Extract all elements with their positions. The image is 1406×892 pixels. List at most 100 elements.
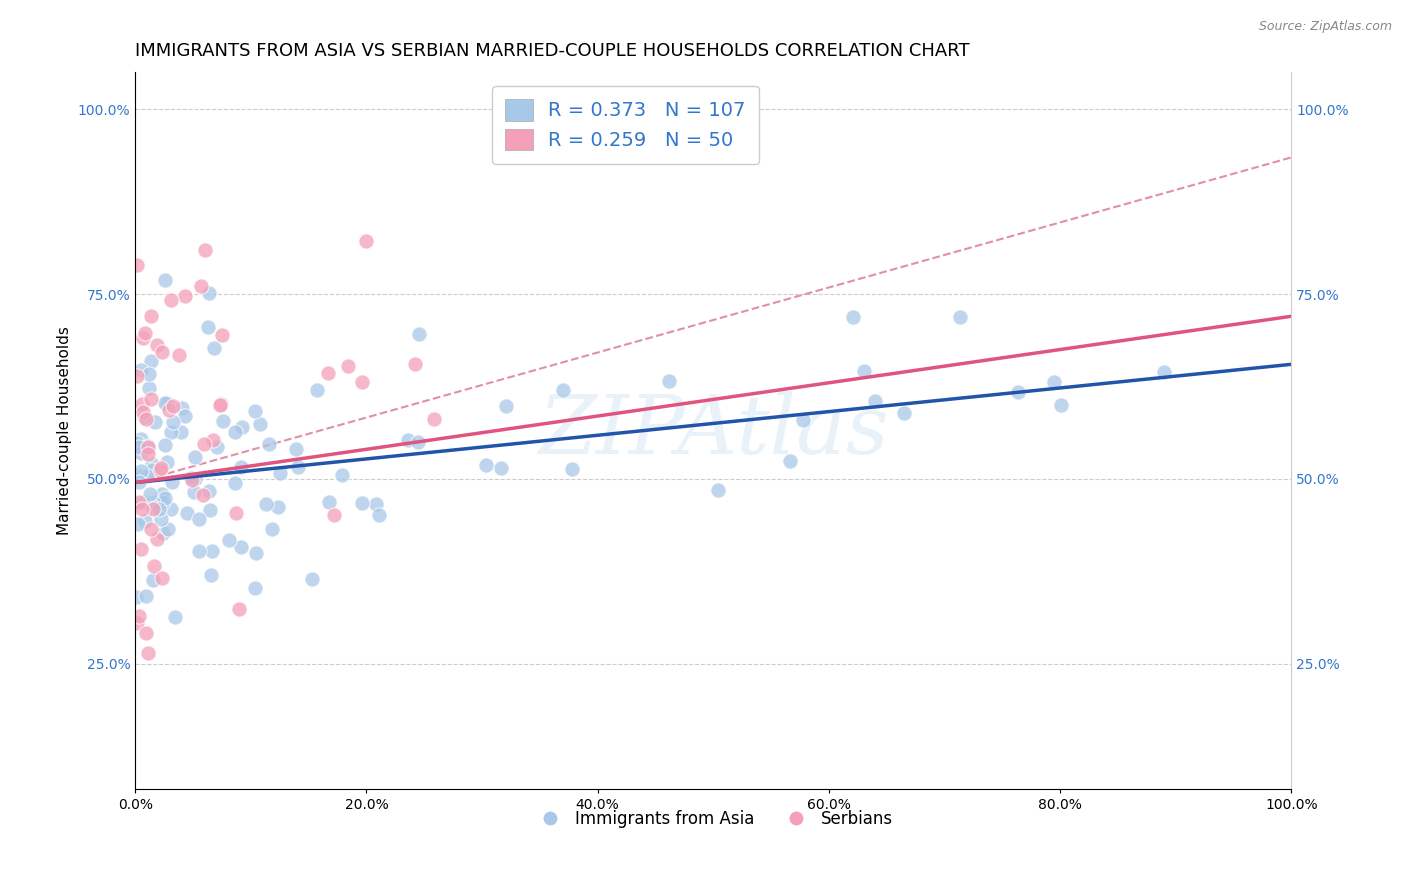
- Point: [396, 433, 419, 447]
- Point: [134, 514, 156, 528]
- Point: [893, 406, 915, 420]
- Point: [364, 497, 387, 511]
- Point: [143, 558, 166, 573]
- Point: [150, 460, 173, 475]
- Point: [135, 589, 157, 603]
- Point: [949, 310, 972, 325]
- Point: [423, 411, 446, 425]
- Point: [132, 405, 155, 419]
- Point: [245, 546, 267, 560]
- Point: [183, 450, 205, 464]
- Point: [156, 395, 179, 409]
- Point: [330, 468, 353, 483]
- Point: [156, 455, 179, 469]
- Point: [173, 289, 195, 303]
- Point: [318, 366, 340, 380]
- Point: [183, 485, 205, 500]
- Point: [194, 243, 217, 257]
- Point: [190, 279, 212, 293]
- Point: [181, 473, 204, 487]
- Point: [160, 293, 183, 307]
- Point: [318, 494, 340, 508]
- Point: [150, 344, 173, 359]
- Point: [160, 475, 183, 489]
- Point: [139, 392, 162, 406]
- Point: [167, 348, 190, 362]
- Point: [495, 399, 517, 413]
- Point: [553, 383, 575, 397]
- Point: [162, 416, 184, 430]
- Point: [150, 487, 173, 501]
- Point: [139, 522, 162, 536]
- Point: [404, 358, 426, 372]
- Point: [1153, 365, 1175, 379]
- Point: [489, 461, 512, 475]
- Point: [707, 483, 730, 497]
- Point: [249, 417, 271, 432]
- Point: [150, 571, 173, 585]
- Point: [201, 434, 224, 448]
- Point: [218, 533, 240, 547]
- Point: [211, 328, 233, 343]
- Point: [792, 413, 814, 427]
- Point: [132, 331, 155, 345]
- Point: [173, 409, 195, 424]
- Point: [146, 532, 169, 546]
- Point: [172, 401, 194, 415]
- Point: [129, 468, 152, 483]
- Text: Source: ZipAtlas.com: Source: ZipAtlas.com: [1258, 20, 1392, 33]
- Point: [209, 398, 232, 412]
- Point: [193, 437, 215, 451]
- Point: [141, 354, 163, 368]
- Point: [198, 484, 221, 499]
- Point: [170, 425, 193, 440]
- Point: [200, 567, 222, 582]
- Point: [148, 502, 170, 516]
- Point: [1007, 384, 1029, 399]
- Point: [188, 543, 211, 558]
- Point: [842, 310, 865, 325]
- Point: [180, 471, 202, 485]
- Point: [132, 410, 155, 425]
- Point: [131, 397, 153, 411]
- Point: [202, 342, 225, 356]
- Point: [1042, 375, 1064, 389]
- Point: [287, 460, 309, 475]
- Point: [197, 319, 219, 334]
- Point: [207, 440, 229, 454]
- Point: [146, 337, 169, 351]
- Point: [408, 327, 430, 342]
- Point: [229, 460, 252, 475]
- Point: [136, 439, 159, 453]
- Point: [127, 517, 149, 532]
- Point: [224, 425, 246, 440]
- Point: [853, 364, 876, 378]
- Point: [336, 359, 359, 374]
- Point: [406, 434, 429, 449]
- Point: [153, 396, 176, 410]
- Point: [141, 463, 163, 477]
- Point: [187, 511, 209, 525]
- Point: [225, 506, 247, 520]
- Point: [269, 467, 291, 481]
- Y-axis label: Married-couple Households: Married-couple Households: [58, 326, 72, 535]
- Point: [307, 383, 329, 397]
- Point: [350, 375, 373, 389]
- Point: [209, 397, 232, 411]
- Point: [322, 508, 344, 522]
- Point: [165, 609, 187, 624]
- Point: [160, 425, 183, 439]
- Point: [231, 420, 253, 434]
- Point: [129, 363, 152, 377]
- Point: [243, 581, 266, 595]
- Point: [224, 475, 246, 490]
- Point: [134, 326, 156, 341]
- Text: ZIPAtlas: ZIPAtlas: [538, 391, 889, 471]
- Point: [142, 573, 165, 587]
- Point: [125, 258, 148, 272]
- Point: [257, 437, 280, 451]
- Point: [141, 309, 163, 323]
- Point: [155, 273, 177, 287]
- Point: [135, 412, 157, 426]
- Point: [149, 463, 172, 477]
